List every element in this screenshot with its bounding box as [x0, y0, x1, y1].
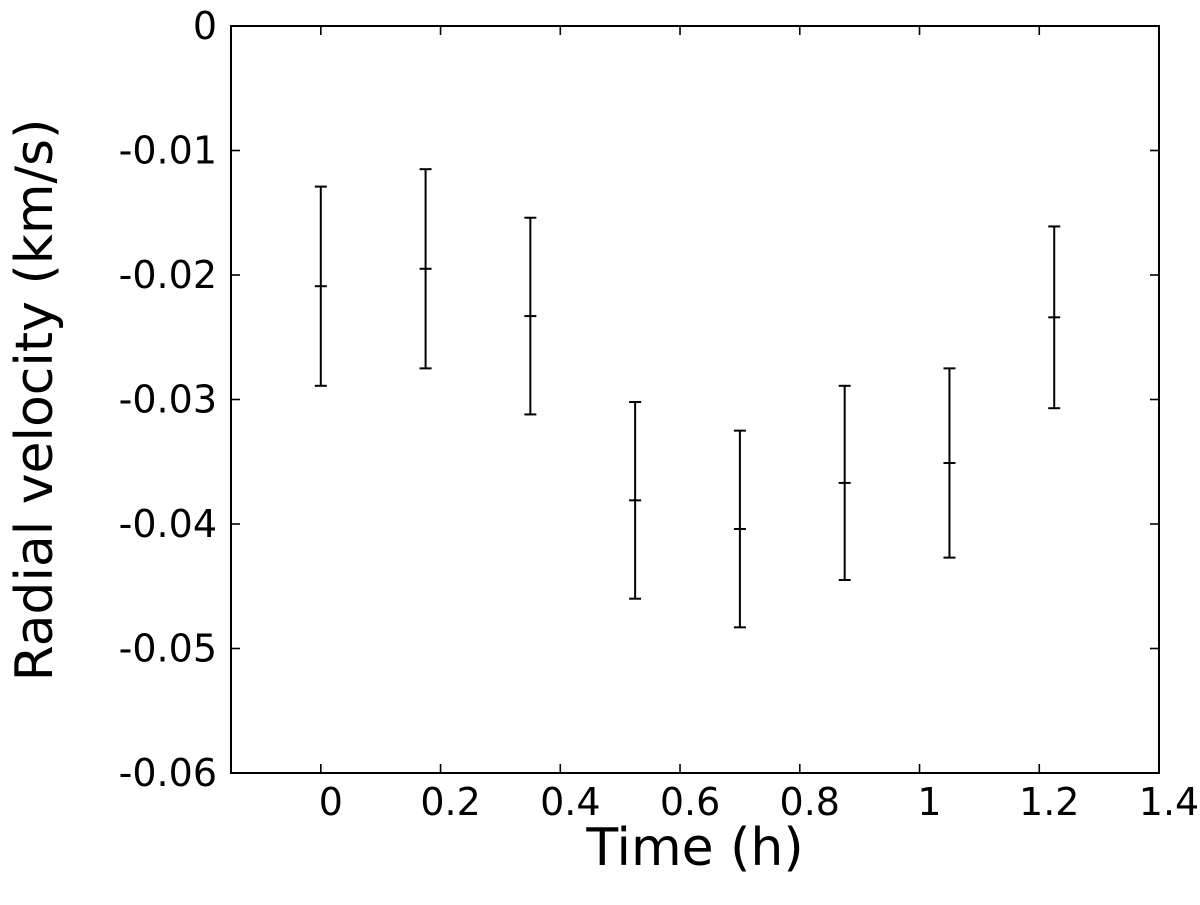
error-bar-point	[943, 367, 956, 559]
x-tick-label: 1	[917, 780, 941, 824]
x-axis: 0 0.2 0.4 0.6 0.8 1 1.2 1.4	[319, 26, 1199, 824]
y-axis-label: Radial velocity (km/s)	[5, 119, 65, 682]
y-axis: 0 -0.01 -0.02 -0.03 -0.04 -0.05 -0.06	[119, 4, 1159, 795]
x-tick-label: 0.2	[420, 780, 480, 824]
x-tick-label: 0.6	[660, 780, 720, 824]
y-tick-label: -0.01	[119, 129, 217, 173]
error-bar-point	[524, 216, 537, 416]
x-tick-label: 0.4	[540, 780, 600, 824]
error-bar-point	[733, 429, 746, 629]
x-tick-label: 0.8	[780, 780, 840, 824]
error-bar-point	[629, 400, 642, 600]
error-bar-point	[314, 185, 327, 387]
error-bar-point	[838, 384, 851, 582]
y-tick-label: -0.06	[119, 751, 217, 795]
plot-frame	[230, 25, 1160, 774]
x-tick-label: 0	[319, 780, 343, 824]
error-bar-point	[1048, 225, 1061, 410]
y-tick-label: -0.02	[119, 253, 217, 297]
x-axis-label: Time (h)	[585, 818, 803, 878]
error-bar-point	[419, 168, 432, 370]
y-tick-label: -0.03	[119, 378, 217, 422]
x-tick-label: 1.4	[1139, 780, 1199, 824]
data-series	[314, 168, 1061, 629]
y-tick-label: -0.05	[119, 627, 217, 671]
y-tick-label: 0	[193, 4, 217, 48]
y-tick-label: -0.04	[119, 502, 217, 546]
x-tick-label: 1.2	[1019, 780, 1079, 824]
